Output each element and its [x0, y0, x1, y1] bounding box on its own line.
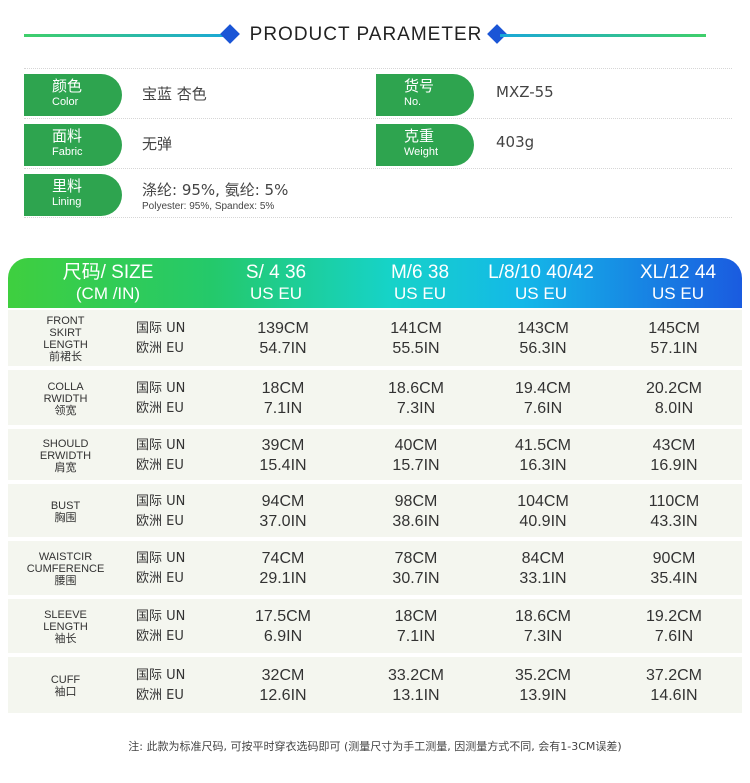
header-cell-l: L/8/10 40/42 US EU — [488, 262, 594, 303]
table-row: BUST 胸围 国际 UN 欧洲 EU 94CM 37.0IN 98CM 38.6IN 104C… — [8, 484, 742, 539]
table-row: CUFF 袖口 国际 UN 欧洲 EU 32CM 12.6IN 33.2CM 13.1IN 35… — [8, 657, 742, 715]
diamond-icon — [220, 24, 240, 44]
standard-labels: 国际 UN 欧洲 EU — [136, 438, 186, 473]
standard-labels: 国际 UN 欧洲 EU — [136, 381, 186, 416]
header-cell-size: 尺码/ SIZE (CM /IN) — [62, 262, 154, 303]
measurement-name: WAISTCIR CUMFERENCE 腰围 — [26, 551, 105, 587]
param-label-weight: 克重 Weight — [376, 124, 474, 166]
size-value: 17.5CM 6.9IN — [254, 608, 312, 645]
size-table-header: 尺码/ SIZE (CM /IN) S/ 4 36 US EU M/6 38 U… — [8, 258, 742, 308]
size-value: 35.2CM 13.9IN — [514, 667, 572, 704]
measurement-name: SHOULD ERWIDTH 肩宽 — [39, 438, 92, 474]
size-value: 143CM 56.3IN — [517, 320, 569, 357]
standard-labels: 国际 UN 欧洲 EU — [136, 321, 186, 356]
header-cell-m: M/6 38 US EU — [390, 262, 450, 303]
table-row: SLEEVE LENGTH 袖长 国际 UN 欧洲 EU 17.5CM 6.9IN 18CM 7… — [8, 599, 742, 655]
table-row: COLLA RWIDTH 领宽 国际 UN 欧洲 EU 18CM 7.1IN 18.6CM 7.… — [8, 370, 742, 427]
size-value: 110CM 43.3IN — [648, 493, 700, 530]
size-value: 18.6CM 7.3IN — [514, 608, 572, 645]
param-value-lining: 涤纶: 95%, 氨纶: 5% Polyester: 95%, Spandex:… — [142, 181, 289, 212]
measurement-name: COLLA RWIDTH 领宽 — [43, 381, 88, 417]
standard-labels: 国际 UN 欧洲 EU — [136, 668, 186, 703]
size-value: 43CM 16.9IN — [650, 437, 698, 474]
size-value: 90CM 35.4IN — [650, 550, 698, 587]
measurement-name: FRONT SKIRT LENGTH 前裙长 — [43, 315, 88, 363]
param-value-item-no: MXZ-55 — [496, 83, 554, 101]
size-value: 19.4CM 7.6IN — [514, 380, 572, 417]
param-value-lining-en: Polyester: 95%, Spandex: 5% — [142, 201, 275, 212]
size-value: 41.5CM 16.3IN — [514, 437, 572, 474]
size-value: 98CM 38.6IN — [392, 493, 440, 530]
param-label-lining: 里料 Lining — [24, 174, 122, 216]
size-value: 74CM 29.1IN — [259, 550, 307, 587]
header-line-left — [24, 34, 230, 37]
size-value: 40CM 15.7IN — [392, 437, 440, 474]
size-value: 84CM 33.1IN — [519, 550, 567, 587]
size-value: 18CM 7.1IN — [394, 608, 438, 645]
size-value: 37.2CM 14.6IN — [645, 667, 703, 704]
size-value: 104CM 40.9IN — [517, 493, 569, 530]
table-row: SHOULD ERWIDTH 肩宽 国际 UN 欧洲 EU 39CM 15.4IN 40CM 1… — [8, 429, 742, 482]
standard-labels: 国际 UN 欧洲 EU — [136, 609, 186, 644]
size-value: 139CM 54.7IN — [257, 320, 309, 357]
size-value: 39CM 15.4IN — [259, 437, 307, 474]
table-row: FRONT SKIRT LENGTH 前裙长 国际 UN 欧洲 EU 139CM 54.7IN… — [8, 310, 742, 368]
param-value-fabric: 无弹 — [142, 135, 173, 153]
standard-labels: 国际 UN 欧洲 EU — [136, 494, 186, 529]
param-label-fabric: 面料 Fabric — [24, 124, 122, 166]
header-line-right — [500, 34, 706, 37]
size-value: 18.6CM 7.3IN — [387, 380, 445, 417]
param-value-color: 宝蓝 杏色 — [142, 85, 207, 103]
size-value: 94CM 37.0IN — [259, 493, 307, 530]
size-value: 33.2CM 13.1IN — [387, 667, 445, 704]
size-value: 32CM 12.6IN — [259, 667, 307, 704]
param-row-color: 颜色 Color 宝蓝 杏色 货号 No. MXZ-55 — [24, 68, 732, 118]
param-row-fabric: 面料 Fabric 无弹 克重 Weight 403g — [24, 118, 732, 168]
param-row-lining: 里料 Lining 涤纶: 95%, 氨纶: 5% Polyester: 95%… — [24, 168, 732, 218]
param-label-color: 颜色 Color — [24, 74, 122, 116]
section-header: PRODUCT PARAMETER — [0, 18, 750, 54]
measurement-name: CUFF 袖口 — [50, 674, 81, 698]
param-value-weight: 403g — [496, 133, 535, 151]
header-cell-xl: XL/12 44 US EU — [639, 262, 717, 303]
standard-labels: 国际 UN 欧洲 EU — [136, 551, 186, 586]
size-value: 141CM 55.5IN — [390, 320, 442, 357]
measurement-name: BUST 胸围 — [50, 500, 81, 524]
table-row: WAISTCIR CUMFERENCE 腰围 国际 UN 欧洲 EU 74CM 29.1IN… — [8, 541, 742, 597]
size-value: 19.2CM 7.6IN — [645, 608, 703, 645]
size-note: 注: 此款为标准尺码, 可按平时穿衣选码即可 (测量尺寸为手工测量, 因测量方式… — [128, 740, 622, 753]
header-cell-s: S/ 4 36 US EU — [245, 262, 307, 303]
section-title: PRODUCT PARAMETER — [249, 24, 483, 45]
size-value: 18CM 7.1IN — [261, 380, 305, 417]
param-label-item-no: 货号 No. — [376, 74, 474, 116]
size-value: 145CM 57.1IN — [648, 320, 700, 357]
size-value: 78CM 30.7IN — [392, 550, 440, 587]
measurement-name: SLEEVE LENGTH 袖长 — [43, 609, 88, 645]
size-value: 20.2CM 8.0IN — [645, 380, 703, 417]
